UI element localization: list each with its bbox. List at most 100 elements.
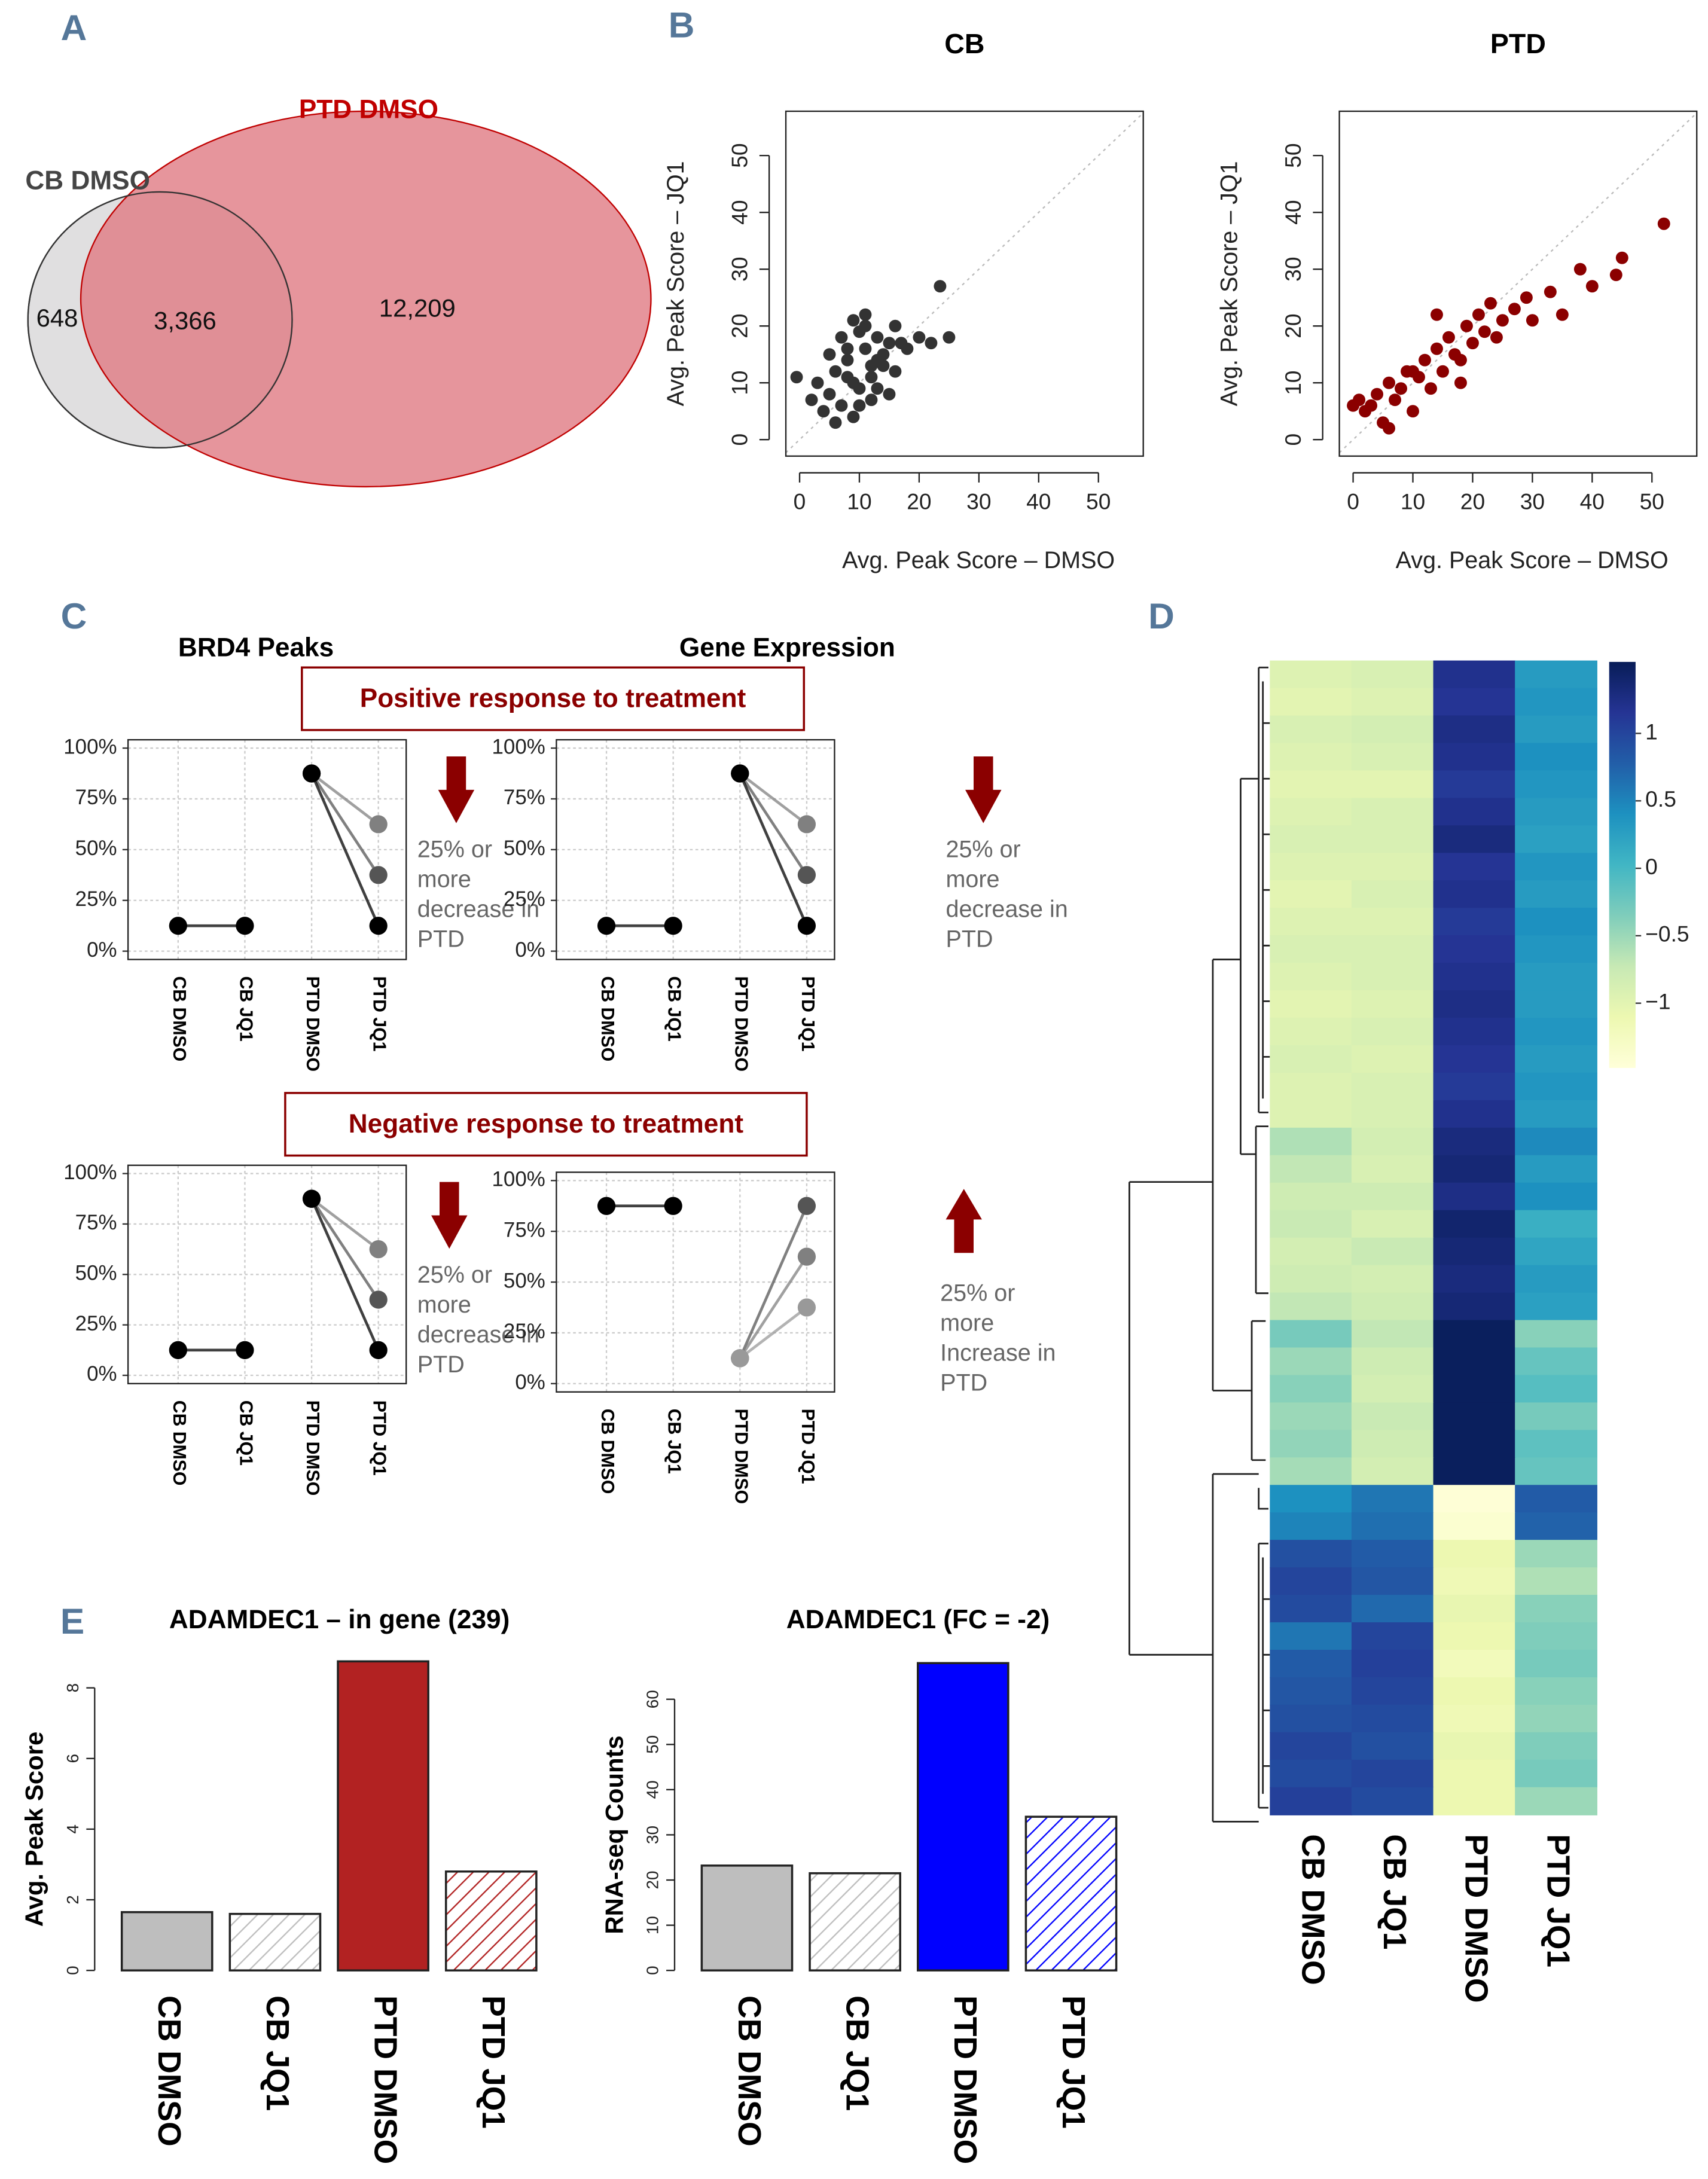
x-tick-label: CB DMSO xyxy=(731,1995,767,2147)
heatmap-cell xyxy=(1515,1485,1597,1513)
y-tick-label: 30 xyxy=(727,257,752,281)
x-tick-label: PTD JQ1 xyxy=(475,1995,511,2129)
heatmap-cell xyxy=(1433,1292,1516,1321)
point xyxy=(236,917,254,935)
y-tick-label: 75% xyxy=(504,1218,545,1241)
heatmap-cell xyxy=(1351,798,1434,826)
heatmap-cell xyxy=(1515,1732,1597,1760)
diagonal xyxy=(785,112,1144,453)
y-tick-label: 10 xyxy=(1280,371,1306,395)
heatmap-cell xyxy=(1433,853,1516,881)
heatmap-cell xyxy=(1270,908,1353,936)
point xyxy=(1419,353,1431,367)
heatmap-cell xyxy=(1433,770,1516,799)
y-tick-label: 0 xyxy=(63,1966,82,1975)
heatmap-cell xyxy=(1515,825,1597,854)
heatmap-cell xyxy=(1515,1512,1597,1541)
x-tick-label: 30 xyxy=(966,489,991,514)
y-tick-label: 50% xyxy=(75,1262,117,1285)
series-line xyxy=(739,773,808,876)
heatmap-cell xyxy=(1351,1265,1434,1293)
y-tick-label: 50 xyxy=(643,1735,662,1754)
series-line xyxy=(310,1197,380,1250)
annotation: PTD xyxy=(940,1369,987,1396)
point xyxy=(823,348,836,361)
bar xyxy=(228,1912,322,1972)
heatmap-cell xyxy=(1351,1677,1434,1706)
y-tick-label: 10 xyxy=(643,1916,662,1934)
x-tick-label: PTD JQ1 xyxy=(1056,1995,1091,2129)
x-tick-label: 10 xyxy=(847,489,871,514)
series-line xyxy=(739,773,809,927)
banner-box xyxy=(301,666,806,731)
annotation: decrease in xyxy=(417,896,539,923)
point xyxy=(1585,280,1599,293)
heatmap-cell xyxy=(1351,1292,1434,1321)
x-tick-label: PTD JQ1 xyxy=(370,976,389,1051)
annotation: 25% or xyxy=(417,1262,492,1288)
y-tick-label: 25% xyxy=(75,887,117,911)
column-label: PTD DMSO xyxy=(1459,1834,1494,2003)
point xyxy=(934,280,947,293)
heatmap-cell xyxy=(1515,660,1597,689)
heatmap-cell xyxy=(1433,715,1516,744)
point xyxy=(829,416,842,429)
heatmap-cell xyxy=(1270,1292,1353,1321)
x-tick-label: PTD JQ1 xyxy=(798,976,818,1051)
point xyxy=(1353,393,1366,407)
y-tick-label: 6 xyxy=(63,1754,82,1763)
x-tick-label: CB DMSO xyxy=(151,1995,187,2147)
series-line xyxy=(310,1198,380,1351)
heatmap-cell xyxy=(1270,1265,1353,1293)
point xyxy=(1454,353,1467,367)
point xyxy=(1544,285,1557,298)
heatmap-cell xyxy=(1515,1704,1597,1734)
y-tick-label: 0% xyxy=(87,1362,117,1385)
column-label: CB JQ1 xyxy=(1377,1834,1412,1949)
point xyxy=(369,866,388,884)
y-tick-label: 25% xyxy=(504,887,545,911)
heatmap-cell xyxy=(1270,1320,1353,1348)
y-tick-label: 20 xyxy=(1280,313,1306,338)
heatmap-cell xyxy=(1433,1430,1516,1458)
point xyxy=(1657,217,1670,230)
venn-set xyxy=(80,110,652,488)
chart-bar: ADAMDEC1 (FC = -2) 0 10 20 30 40 50 60 RNA-seq C… xyxy=(600,1605,1118,2164)
heatmap-cell xyxy=(1270,880,1353,909)
point xyxy=(1472,308,1485,321)
series-line xyxy=(310,1198,380,1301)
point xyxy=(664,1197,682,1215)
colorbar-tick-label: −0.5 xyxy=(1645,921,1689,947)
heatmap-cell xyxy=(1515,1127,1597,1156)
point xyxy=(797,1197,816,1215)
heatmap-cell xyxy=(1515,1292,1597,1321)
point xyxy=(1556,308,1569,321)
x-tick-label: 50 xyxy=(1086,489,1111,514)
heatmap-cell xyxy=(1270,1540,1353,1568)
point xyxy=(1389,393,1401,407)
heatmap-cell xyxy=(1270,1430,1353,1458)
point xyxy=(797,917,816,935)
heatmap-cell xyxy=(1351,770,1434,799)
plot-frame xyxy=(1338,110,1698,457)
chart-heatmap: D CB DMSO CB JQ1 PTD DMSO PTD JQ1 1 0.5 0 −0.5 −1 xyxy=(1148,596,1689,2003)
column-label: PTD JQ1 xyxy=(1540,1834,1575,1967)
point xyxy=(369,1341,388,1359)
point xyxy=(664,917,682,935)
heatmap-cell xyxy=(1433,1677,1516,1706)
heatmap-cell xyxy=(1351,715,1434,744)
heatmap-cell xyxy=(1351,853,1434,881)
point xyxy=(871,331,884,344)
x-tick-label: CB JQ1 xyxy=(260,1995,295,2111)
x-tick-label: CB DMSO xyxy=(597,976,617,1061)
venn-count: 12,209 xyxy=(379,294,456,322)
heatmap-cell xyxy=(1515,1375,1597,1403)
heatmap-cell xyxy=(1515,688,1597,716)
point xyxy=(865,371,878,384)
arrow xyxy=(438,756,475,823)
series-line xyxy=(739,1205,809,1359)
point xyxy=(169,917,187,935)
heatmap-cell xyxy=(1351,1100,1434,1129)
heatmap-cell xyxy=(1270,935,1353,964)
venn-count: 3,366 xyxy=(154,307,216,335)
